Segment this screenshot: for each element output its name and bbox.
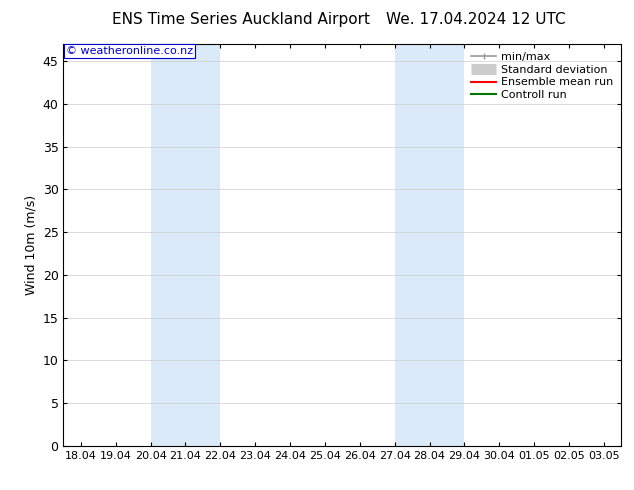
Text: ENS Time Series Auckland Airport: ENS Time Series Auckland Airport	[112, 12, 370, 27]
Bar	[150, 44, 221, 446]
Bar	[394, 44, 464, 446]
Text: © weatheronline.co.nz: © weatheronline.co.nz	[66, 46, 193, 56]
Legend: min/max, Standard deviation, Ensemble mean run, Controll run: min/max, Standard deviation, Ensemble me…	[469, 49, 616, 102]
Y-axis label: Wind 10m (m/s): Wind 10m (m/s)	[24, 195, 37, 295]
Text: We. 17.04.2024 12 UTC: We. 17.04.2024 12 UTC	[385, 12, 566, 27]
